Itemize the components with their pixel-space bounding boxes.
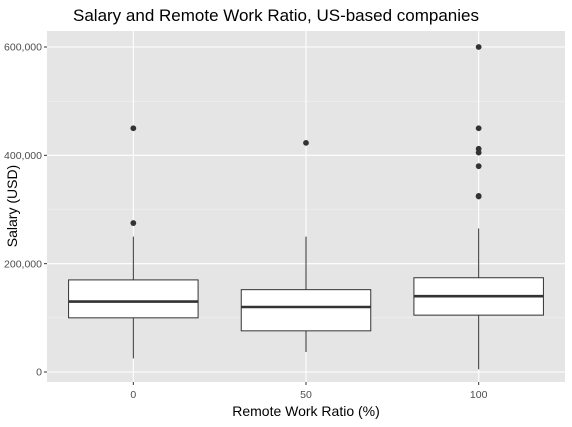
box-group-0 (68, 125, 199, 359)
box-group-100 (413, 44, 544, 370)
outlier-point (475, 125, 482, 132)
x-axis-title: Remote Work Ratio (%) (232, 403, 380, 419)
outlier-point (475, 163, 482, 170)
chart-title: Salary and Remote Work Ratio, US-based c… (73, 6, 479, 25)
y-tick-label: 600,000 (4, 42, 42, 54)
outlier-point (475, 193, 482, 199)
y-axis-title: Salary (USD) (4, 165, 20, 247)
outlier-point (303, 139, 309, 146)
x-tick-label: 50 (300, 389, 312, 401)
outlier-point (475, 145, 482, 152)
x-tick-label: 0 (130, 389, 136, 401)
y-tick-label: 400,000 (4, 150, 42, 162)
outlier-point (130, 125, 137, 132)
y-tick-label: 200,000 (4, 258, 42, 270)
x-tick-label: 100 (470, 389, 488, 401)
y-tick-label: 0 (36, 367, 42, 379)
iqr-box (68, 279, 199, 319)
box-series (68, 44, 544, 370)
outlier-point (475, 44, 482, 50)
box-group-50 (240, 139, 372, 352)
outlier-point (130, 220, 137, 226)
x-axis: 0 50 100 (130, 382, 488, 401)
iqr-box (240, 289, 372, 332)
y-axis: 0 200,000 400,000 600,000 (4, 42, 47, 379)
